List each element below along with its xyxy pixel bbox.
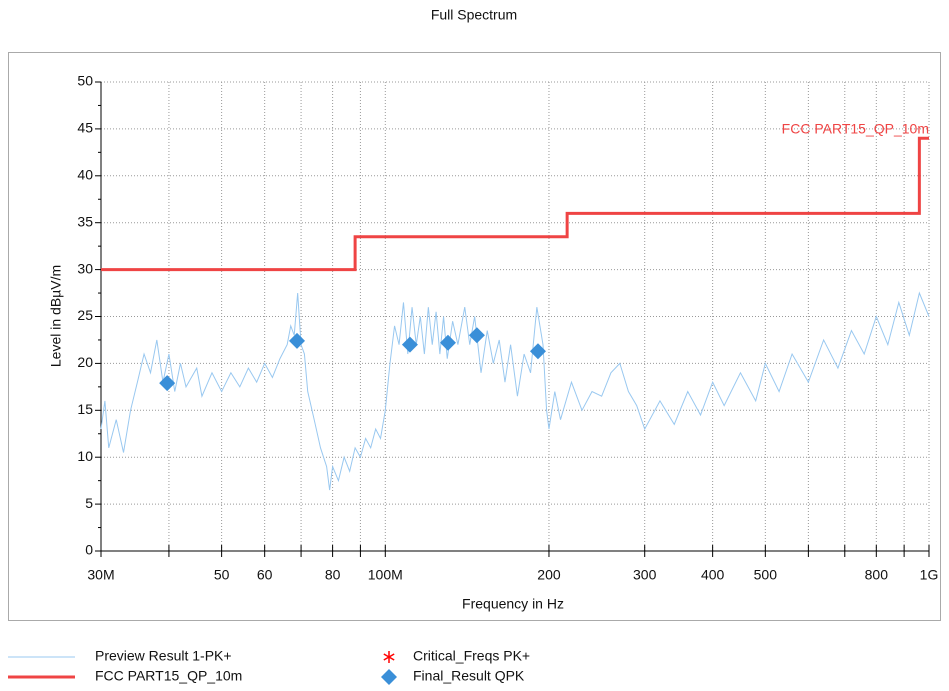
data-point: [468, 327, 485, 344]
y-tick-label: 45: [77, 120, 93, 136]
data-point: [439, 334, 456, 351]
y-tick-label: 20: [77, 354, 93, 370]
x-tick-label: 500: [754, 567, 778, 583]
y-tick-label: 10: [77, 448, 93, 464]
x-tick-label: 60: [257, 567, 273, 583]
legend-label: Preview Result 1-PK+: [95, 648, 232, 664]
legend-swatch: [381, 669, 397, 685]
legend-label: Final_Result QPK: [413, 668, 525, 684]
chart-title: Full Spectrum: [431, 7, 517, 23]
y-tick-label: 25: [77, 307, 93, 323]
y-tick-label: 5: [85, 495, 93, 511]
y-axis-title: Level in dBµV/m: [48, 265, 64, 367]
y-tick-label: 0: [85, 542, 93, 558]
y-tick-label: 50: [77, 73, 93, 89]
x-tick-label: 800: [865, 567, 889, 583]
x-tick-label: 30M: [87, 567, 114, 583]
series-line: [101, 136, 929, 272]
annotation: FCC PART15_QP_10m: [782, 121, 929, 137]
x-tick-label: 300: [633, 567, 657, 583]
x-tick-label: 100M: [368, 567, 403, 583]
x-axis-title: Frequency in Hz: [462, 596, 564, 612]
x-tick-label: 1G: [920, 567, 939, 583]
x-tick-label: 200: [537, 567, 561, 583]
data-point: [401, 336, 418, 353]
y-tick-label: 35: [77, 213, 93, 229]
data-point: [288, 332, 305, 349]
x-tick-label: 400: [701, 567, 725, 583]
legend-label: Critical_Freqs PK+: [413, 648, 530, 664]
y-tick-label: 40: [77, 167, 93, 183]
legend-swatch: [383, 653, 395, 661]
legend-label: FCC PART15_QP_10m: [95, 668, 242, 684]
series-line: [100, 291, 930, 491]
x-tick-label: 80: [325, 567, 341, 583]
data-point: [529, 343, 546, 360]
x-tick-label: 50: [214, 567, 230, 583]
y-tick-label: 30: [77, 260, 93, 276]
data-point: [159, 375, 176, 392]
y-tick-label: 15: [77, 401, 93, 417]
